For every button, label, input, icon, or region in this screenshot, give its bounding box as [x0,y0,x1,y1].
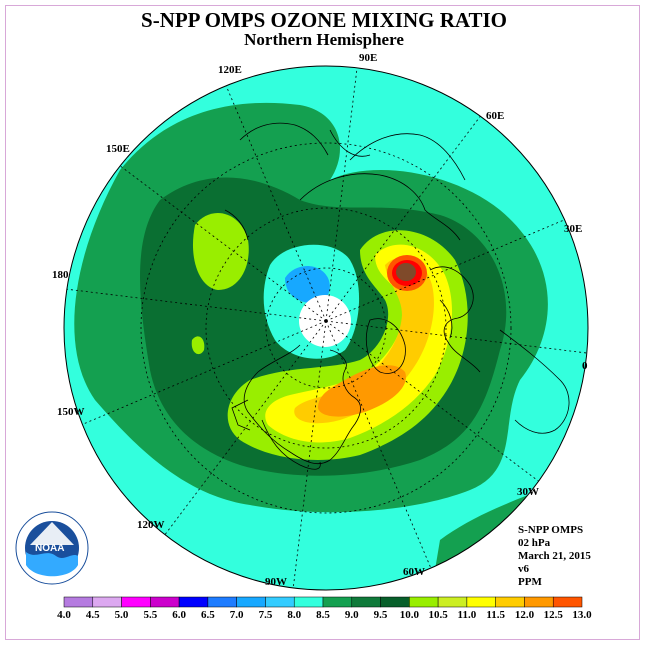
colorbar-tick-label: 7.5 [259,609,273,621]
colorbar-swatch [552,596,583,608]
colorbar-swatch [150,596,180,608]
colorbar-swatch [63,596,94,608]
colorbar-swatch [524,596,554,608]
meridian-line [64,287,327,322]
colorbar-tick-label: 9.0 [345,609,359,621]
coastlines [224,122,570,470]
meridian-line [160,320,327,541]
longitude-labels: 90E 60E 30E 0 30W 60W 90W 120W 150W 180 … [52,52,588,588]
orange-deep-region [318,365,406,417]
colorbar-tick-label: 4.5 [86,609,100,621]
colorbar-tick-label: 11.5 [486,609,505,621]
info-level: 02 hPa [518,537,551,549]
colorbar-tick-label: 6.0 [172,609,186,621]
colorbar-tick-label: 6.5 [201,609,215,621]
colorbar: 4.0 4.5 5.0 5.5 6.0 6.5 7.0 7.5 8.0 8.5 9.0 9.5 10.0… [57,596,592,621]
colorbar-tick-label: 5.5 [143,609,157,621]
ozone-field [64,66,588,590]
colorbar-swatch [178,596,209,608]
colorbar-swatch [207,596,237,608]
colorbar-tick-label: 12.0 [515,609,535,621]
meridian-line [325,320,588,355]
lime-small-spot [191,336,205,355]
colorbar-swatch [409,596,439,608]
info-instrument: S-NPP OMPS [518,524,584,536]
map-subtitle: Northern Hemisphere [244,30,404,49]
lon-label-30e: 30E [564,223,582,235]
info-date: March 21, 2015 [518,550,591,562]
colorbar-tick-label: 10.5 [428,609,448,621]
meridian-line [325,213,580,322]
lon-label-180: 180 [52,269,69,281]
lime-left-region [192,213,249,290]
meridian-line [325,320,546,487]
meridian-line [72,320,327,429]
meridian-line [106,155,327,322]
colorbar-tick-label: 11.0 [458,609,477,621]
noaa-logo-text: NOAA [35,543,64,554]
map-title: S-NPP OMPS OZONE MIXING RATIO [141,8,507,32]
meridian-line [218,67,327,322]
colorbar-tick-label: 9.5 [374,609,388,621]
colorbar-tick-label: 8.5 [316,609,330,621]
lon-label-30w: 30W [517,486,539,498]
meridian-line [292,320,327,590]
info-block: S-NPP OMPS 02 hPa March 21, 2015 v6 PPM [518,524,591,589]
colorbar-swatch [351,596,381,608]
meridian-line [325,66,360,322]
colorbar-tick-label: 8.0 [287,609,301,621]
colorbar-swatch [265,596,295,608]
info-units: PPM [518,576,542,588]
noaa-logo: NOAA [15,511,89,585]
colorbar-tick-label: 13.0 [572,609,592,621]
lon-label-60w: 60W [403,566,425,578]
colorbar-tick-label: 10.0 [400,609,420,621]
lon-label-60e: 60E [486,110,504,122]
colorbar-swatch [437,596,468,608]
meridian-lines [64,66,588,590]
blue-low-region [285,266,330,304]
colorbar-tick-label: 7.0 [230,609,244,621]
colorbar-swatch [466,596,496,608]
lon-label-90e: 90E [359,52,377,64]
figure-frame [5,5,640,640]
colorbar-tick-label: 5.0 [115,609,129,621]
colorbar-swatch [322,596,353,608]
colorbar-swatch [495,596,525,608]
lon-label-150e: 150E [106,143,130,155]
colorbar-swatch [121,596,151,608]
lon-label-120e: 120E [218,64,242,76]
colorbar-swatch [236,596,266,608]
lon-label-120w: 120W [137,519,165,531]
colorbar-swatch [293,596,324,608]
brown-core-region [396,263,416,281]
disk-outline [63,65,589,591]
meridian-line [325,320,434,575]
info-version: v6 [518,563,529,575]
colorbar-swatch [92,596,122,608]
colorbar-tick-label: 4.0 [57,609,71,621]
colorbar-swatch [380,596,410,608]
colorbar-tick-label: 12.5 [544,609,564,621]
lon-label-150w: 150W [57,406,85,418]
lon-label-0: 0 [582,360,588,372]
meridian-line [325,101,492,322]
lon-label-90w: 90W [265,576,287,588]
